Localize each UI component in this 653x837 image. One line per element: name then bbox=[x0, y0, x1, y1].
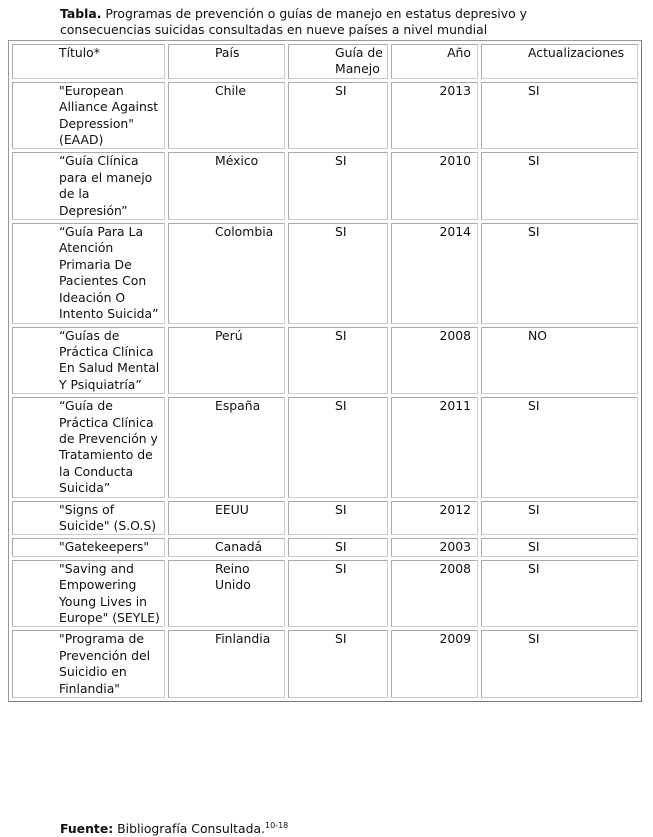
footer-label: Fuente: bbox=[60, 821, 114, 837]
title-cell: "Gatekeepers" bbox=[12, 538, 165, 557]
updates-cell: SI bbox=[481, 397, 638, 498]
title-cell: "Programa de Prevención del Suicidio en … bbox=[12, 630, 165, 699]
year-cell: 2014 bbox=[391, 223, 478, 324]
guide-cell: SI bbox=[288, 630, 388, 699]
table-row: "Programa de Prevención del Suicidio en … bbox=[12, 630, 638, 699]
data-table: Título* País Guía de Manejo Año Actualiz… bbox=[8, 40, 642, 703]
updates-cell: SI bbox=[481, 152, 638, 221]
updates-cell: SI bbox=[481, 630, 638, 699]
title-cell: "Signs of Suicide" (S.O.S) bbox=[12, 500, 165, 536]
updates-cell: SI bbox=[481, 81, 638, 150]
footer-text: Bibliografía Consultada. bbox=[117, 821, 265, 837]
country-cell: Canadá bbox=[168, 538, 285, 557]
year-cell: 2008 bbox=[391, 559, 478, 628]
header-cell: Guía de Manejo bbox=[288, 44, 388, 79]
table-row: “Guías de Práctica Clínica En Salud Ment… bbox=[12, 326, 638, 395]
guide-cell: SI bbox=[288, 559, 388, 628]
title-cell: "European Alliance Against Depression" (… bbox=[12, 81, 165, 150]
year-cell: 2008 bbox=[391, 326, 478, 395]
guide-cell: SI bbox=[288, 81, 388, 150]
country-cell: Reino Unido bbox=[168, 559, 285, 628]
source-note: Fuente: Bibliografía Consultada.10-18 bbox=[60, 818, 288, 837]
title-cell: "Saving and Empowering Young Lives in Eu… bbox=[12, 559, 165, 628]
header-cell: Año bbox=[391, 44, 478, 79]
year-cell: 2012 bbox=[391, 500, 478, 536]
title-cell: “Guía Para La Atención Primaria De Pacie… bbox=[12, 223, 165, 324]
header-row: Título* País Guía de Manejo Año Actualiz… bbox=[12, 44, 638, 79]
header-cell: Actualizaciones bbox=[481, 44, 638, 79]
country-cell: EEUU bbox=[168, 500, 285, 536]
updates-cell: SI bbox=[481, 500, 638, 536]
country-cell: España bbox=[168, 397, 285, 498]
guide-cell: SI bbox=[288, 397, 388, 498]
year-cell: 2013 bbox=[391, 81, 478, 150]
updates-cell: SI bbox=[481, 223, 638, 324]
guide-cell: SI bbox=[288, 538, 388, 557]
table-row: “Guía Para La Atención Primaria De Pacie… bbox=[12, 223, 638, 324]
updates-cell: SI bbox=[481, 559, 638, 628]
title-cell: “Guía Clínica para el manejo de la Depre… bbox=[12, 152, 165, 221]
guide-cell: SI bbox=[288, 152, 388, 221]
table-caption: Tabla. Programas de prevención o guías d… bbox=[60, 6, 620, 39]
updates-cell: NO bbox=[481, 326, 638, 395]
table-row: “Guía de Práctica Clínica de Prevención … bbox=[12, 397, 638, 498]
footer-refs: 10-18 bbox=[265, 821, 289, 830]
title-cell: “Guías de Práctica Clínica En Salud Ment… bbox=[12, 326, 165, 395]
year-cell: 2009 bbox=[391, 630, 478, 699]
country-cell: Finlandia bbox=[168, 630, 285, 699]
country-cell: Chile bbox=[168, 81, 285, 150]
caption-text: Programas de prevención o guías de manej… bbox=[60, 6, 527, 38]
year-cell: 2003 bbox=[391, 538, 478, 557]
year-cell: 2010 bbox=[391, 152, 478, 221]
year-cell: 2011 bbox=[391, 397, 478, 498]
country-cell: México bbox=[168, 152, 285, 221]
table-row: "European Alliance Against Depression" (… bbox=[12, 81, 638, 150]
country-cell: Colombia bbox=[168, 223, 285, 324]
guide-cell: SI bbox=[288, 223, 388, 324]
header-cell: País bbox=[168, 44, 285, 79]
table-row: "Saving and Empowering Young Lives in Eu… bbox=[12, 559, 638, 628]
table-row: “Guía Clínica para el manejo de la Depre… bbox=[12, 152, 638, 221]
caption-label: Tabla. bbox=[60, 6, 102, 21]
table-row: "Signs of Suicide" (S.O.S) EEUU SI 2012 SI bbox=[12, 500, 638, 536]
title-cell: “Guía de Práctica Clínica de Prevención … bbox=[12, 397, 165, 498]
updates-cell: SI bbox=[481, 538, 638, 557]
table-row: "Gatekeepers" Canadá SI 2003 SI bbox=[12, 538, 638, 557]
header-cell: Título* bbox=[12, 44, 165, 79]
country-cell: Perú bbox=[168, 326, 285, 395]
guide-cell: SI bbox=[288, 326, 388, 395]
guide-cell: SI bbox=[288, 500, 388, 536]
